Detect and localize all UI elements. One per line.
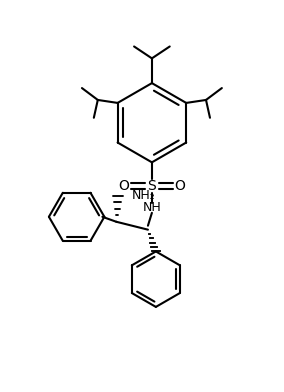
Text: O: O — [174, 179, 185, 193]
Text: NH: NH — [143, 201, 161, 214]
Text: S: S — [147, 179, 156, 193]
Text: O: O — [119, 179, 130, 193]
Text: NH₂: NH₂ — [132, 189, 156, 201]
